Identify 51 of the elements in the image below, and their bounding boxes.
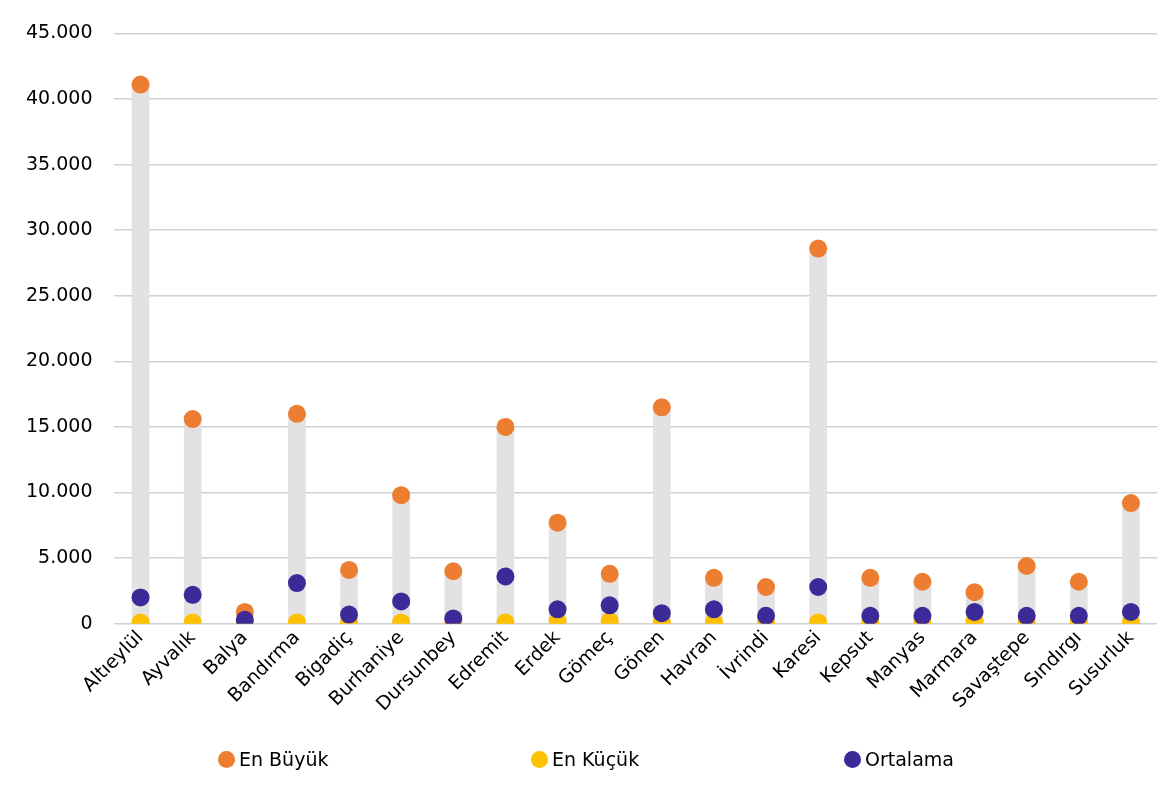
y-tick-label: 20.000 [26,348,93,371]
point [1121,602,1140,621]
y-tick-label: 15.000 [26,413,93,436]
y-tick-label: 30.000 [26,217,93,240]
legend-label: Ortalama [865,748,954,770]
point [809,239,828,258]
point [600,596,619,615]
point [652,398,671,417]
point [183,410,202,429]
point [131,75,150,94]
point [444,562,463,581]
bar [809,248,828,624]
point [704,568,723,587]
y-tick-label: 0 [80,610,93,633]
y-tick-label: 40.000 [26,85,93,108]
point [1121,494,1140,513]
point [757,577,776,596]
point [287,574,306,593]
point [704,600,723,619]
point [1069,606,1088,624]
point [965,602,984,621]
point [1017,557,1036,575]
point [548,600,567,619]
point [913,572,932,591]
point [652,604,671,623]
legend-label: En Küçük [552,748,640,770]
point [600,564,619,583]
legend-label: En Büyük [239,748,329,770]
point [340,605,359,624]
point [548,513,567,532]
point [287,404,306,423]
point [183,585,202,604]
point [340,560,359,579]
point [392,592,411,611]
y-tick-label: 5.000 [38,545,93,568]
y-tick-label: 35.000 [26,151,93,174]
point [392,486,411,505]
point [496,567,515,586]
point [861,568,880,587]
point [861,606,880,624]
y-tick-label: 45.000 [26,20,93,43]
point [757,606,776,624]
point [965,583,984,602]
point [1017,606,1036,624]
y-tick-label: 25.000 [26,282,93,305]
point [913,606,932,624]
point [809,577,828,596]
point [131,588,150,607]
point [1069,572,1088,591]
point [496,417,515,436]
y-tick-label: 10.000 [26,479,93,502]
